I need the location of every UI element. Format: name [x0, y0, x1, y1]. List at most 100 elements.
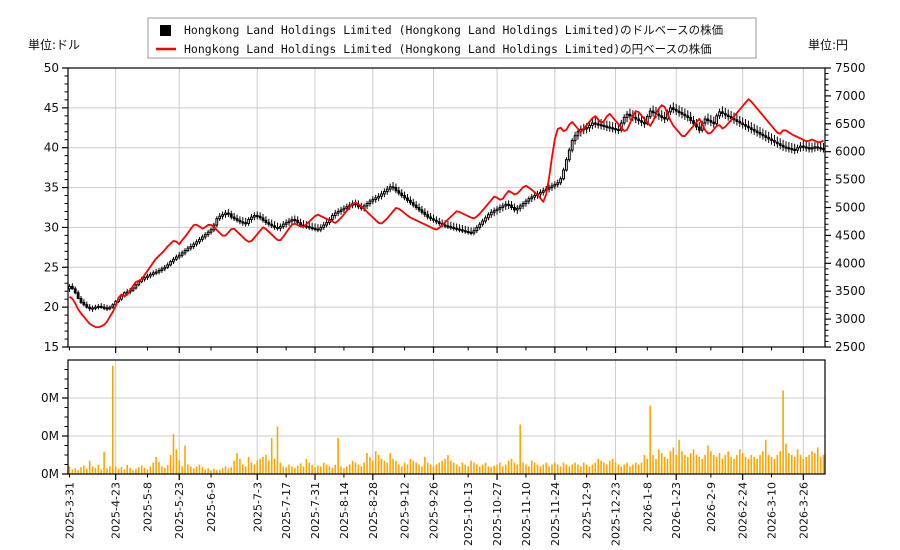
volume-bar — [386, 462, 389, 474]
candlestick-body-down — [293, 218, 297, 222]
volume-bar — [588, 466, 591, 474]
candlestick-body-up — [174, 256, 178, 260]
volume-bar — [504, 464, 507, 474]
volume-bar — [331, 467, 334, 474]
candlestick-body-up — [385, 188, 389, 193]
volume-bar — [675, 455, 677, 474]
x-axis-tick-label: 2025-3-31 — [63, 482, 76, 539]
volume-bar — [516, 464, 519, 474]
volume-bar — [126, 464, 129, 474]
volume-bar — [608, 460, 611, 474]
volume-bar — [580, 466, 582, 474]
volume-bar — [406, 464, 409, 474]
volume-bar — [499, 462, 501, 474]
candlestick-body-down — [82, 301, 86, 306]
x-axis-tick-label: 2025-9-12 — [399, 482, 412, 539]
volume-bar — [666, 458, 669, 474]
candlestick-body-up — [521, 203, 525, 207]
x-axis-tick-label: 2026-2-9 — [705, 482, 718, 532]
left-axis-tick-label: 25 — [44, 260, 59, 274]
candlestick-body-up — [715, 115, 719, 125]
candlestick-body-up — [177, 254, 181, 258]
candlestick-body-up — [148, 273, 152, 277]
volume-bar — [346, 466, 348, 474]
candlestick-body-up — [570, 140, 574, 151]
candlestick-body-down — [637, 118, 641, 122]
candlestick-body-down — [784, 146, 788, 149]
candlestick-body-down — [307, 226, 311, 229]
volume-bar — [161, 466, 163, 474]
candlestick-body-down — [741, 122, 745, 126]
candlestick-body-down — [458, 228, 461, 231]
candlestick-body-up — [189, 246, 193, 249]
candlestick-body-down — [723, 112, 727, 116]
volume-bar — [632, 464, 634, 474]
volume-bar — [276, 426, 279, 474]
volume-bar — [363, 462, 365, 474]
volume-bar — [294, 467, 296, 474]
candlestick-body-up — [160, 268, 164, 271]
volume-bar — [660, 453, 663, 474]
candlestick-body-down — [686, 115, 690, 118]
candlestick-body-up — [576, 131, 580, 137]
candlestick-body-down — [466, 230, 470, 234]
volume-bar — [776, 455, 779, 474]
volume-bar — [556, 464, 559, 474]
volume-bar — [213, 468, 215, 474]
candlestick-body-down — [429, 216, 433, 220]
candlestick-body-down — [721, 111, 724, 114]
candlestick-body-up — [796, 147, 799, 151]
candlestick-body-up — [203, 234, 207, 238]
volume-bar — [689, 453, 692, 474]
candlestick-body-up — [799, 145, 802, 149]
candlestick-body-up — [108, 306, 112, 310]
right-axis-tick-label: 7000 — [835, 89, 866, 103]
tick-labels-layer: 15 20 25 30 35 40 45 50 2500 3000 3500 4000 4500 5000… — [41, 61, 866, 546]
volume-bar — [204, 469, 207, 474]
candlestick-body-up — [143, 277, 146, 280]
candlestick-body-up — [183, 250, 187, 254]
volume-bar — [444, 458, 446, 474]
volume-bar — [502, 466, 504, 474]
candlestick-body-up — [247, 218, 250, 224]
candlestick-body-down — [452, 226, 456, 230]
volume-bar — [340, 466, 342, 474]
volume-bar — [296, 465, 299, 474]
candlestick-body-down — [611, 127, 615, 130]
volume-bar — [594, 462, 597, 474]
volume-bar — [380, 458, 383, 474]
volume-bars-layer — [68, 365, 825, 474]
candlestick-body-down — [443, 224, 447, 227]
candlestick-body-up — [625, 113, 629, 118]
candlestick-body-down — [264, 219, 268, 224]
volume-bar — [747, 458, 750, 474]
left-axis-tick-label: 20 — [44, 300, 59, 314]
candlestick-body-down — [417, 207, 421, 211]
candlestick-body-down — [747, 125, 750, 129]
volume-bar — [762, 451, 764, 474]
volume-bar — [169, 455, 172, 474]
candlestick-body-down — [232, 216, 236, 220]
volume-bar — [782, 390, 784, 474]
volume-bar — [273, 458, 276, 474]
candlestick-body-up — [284, 222, 288, 225]
candlestick-body-up — [550, 185, 554, 189]
volume-bar — [233, 460, 235, 474]
candlestick-body-down — [758, 132, 762, 135]
x-axis-tick-label: 2025-12-23 — [610, 482, 623, 546]
candlestick-body-down — [787, 147, 791, 150]
volume-bar — [513, 462, 516, 474]
volume-bar — [663, 456, 666, 474]
volume-bar — [137, 467, 140, 474]
candlestick-body-down — [238, 219, 242, 223]
volume-bar — [374, 451, 377, 474]
candlestick-body-down — [605, 125, 609, 128]
volume-bar — [155, 456, 157, 474]
candlestick-body-down — [513, 207, 516, 211]
chart-legend[interactable]: Hongkong Land Holdings Limited (Hongkong… — [147, 17, 757, 59]
x-axis-tick-label: 2025-6-9 — [205, 482, 218, 532]
volume-bar — [539, 466, 542, 474]
volume-bar — [678, 439, 680, 474]
candlestick-body-down — [397, 190, 401, 194]
